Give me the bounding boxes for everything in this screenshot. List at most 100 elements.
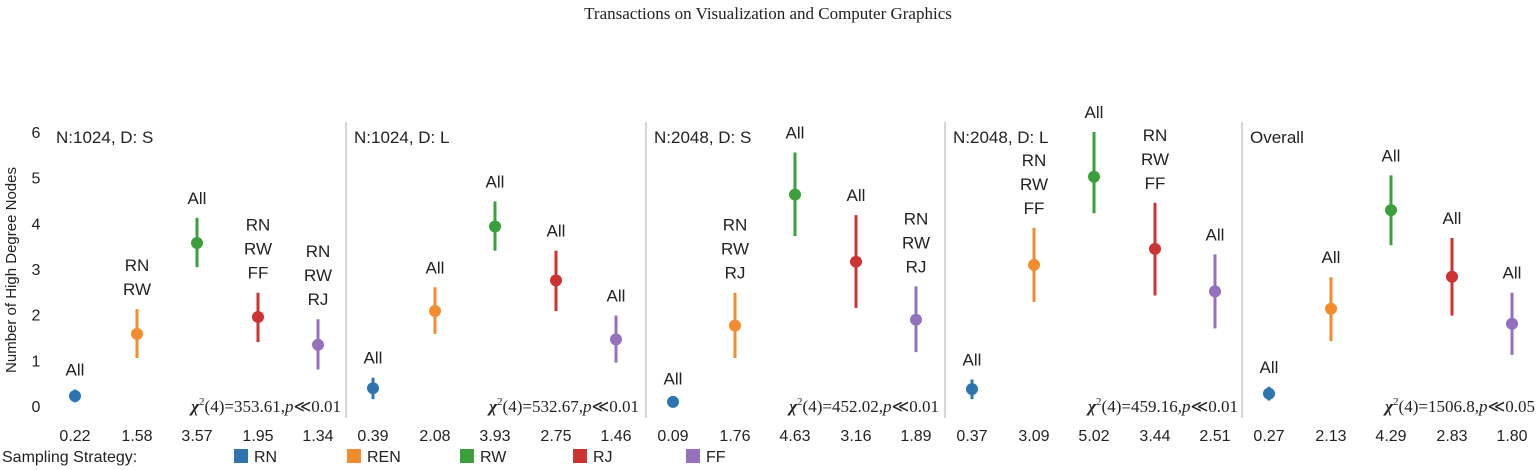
sig-annotation: All [664, 370, 683, 389]
sig-annotation: All [1206, 225, 1225, 244]
y-tick-label: 3 [32, 262, 41, 279]
sig-annotation: All [188, 189, 207, 208]
legend-label: RN [254, 449, 277, 466]
y-axis-title: Number of High Degree Nodes [3, 167, 20, 373]
sig-annotation: All [547, 222, 566, 241]
legend-swatch-rj [573, 449, 587, 463]
mean-point-rj [550, 274, 562, 287]
y-tick-label: 6 [32, 125, 41, 142]
sig-annotation: RW [123, 280, 151, 299]
x-value-label: 2.51 [1199, 428, 1230, 445]
sig-annotation: RW [304, 266, 332, 285]
legend-swatch-rn [234, 449, 248, 463]
panel-stat: χ2(4)=452.02,p≪0.01 [787, 396, 939, 416]
sig-annotation: FF [1145, 174, 1166, 193]
mean-point-ren [729, 319, 741, 332]
sig-annotation: All [1085, 103, 1104, 122]
y-tick-label: 1 [32, 353, 41, 370]
sig-annotation: RJ [308, 290, 329, 309]
mean-point-ff [910, 313, 922, 326]
x-value-label: 1.80 [1496, 428, 1527, 445]
x-value-label: 0.27 [1253, 428, 1284, 445]
legend-title: Sampling Strategy: [2, 449, 137, 466]
x-value-label: 0.09 [657, 428, 688, 445]
x-value-label: 0.39 [357, 428, 388, 445]
x-value-label: 3.57 [181, 428, 212, 445]
mean-point-ff [610, 333, 622, 346]
sig-annotation: All [1322, 248, 1341, 267]
panel-title: N:2048, D: S [654, 128, 751, 147]
sig-annotation: RW [902, 233, 930, 252]
panel-stat: χ2(4)=459.16,p≪0.01 [1086, 396, 1238, 416]
sig-annotation: RN [904, 209, 929, 228]
sig-annotation: All [1503, 264, 1522, 283]
sig-annotation: All [1382, 146, 1401, 165]
mean-point-rw [489, 220, 501, 233]
mean-point-rn [367, 382, 379, 395]
x-value-label: 3.16 [840, 428, 871, 445]
mean-point-rn [966, 383, 978, 396]
x-value-label: 3.44 [1139, 428, 1170, 445]
sig-annotation: All [1260, 358, 1279, 377]
sig-annotation: RN [306, 242, 331, 261]
sig-annotation: All [607, 287, 626, 306]
sig-annotation: All [786, 124, 805, 143]
sig-annotation: RN [125, 256, 150, 275]
legend-label: FF [706, 449, 726, 466]
legend-swatch-rw [460, 449, 474, 463]
sig-annotation: RJ [906, 257, 927, 276]
mean-point-rn [667, 395, 679, 408]
x-value-label: 1.58 [121, 428, 152, 445]
mean-point-rj [1149, 242, 1161, 255]
panel-stat: χ2(4)=353.61,p≪0.01 [189, 396, 341, 416]
mean-point-rw [1385, 204, 1397, 217]
x-value-label: 0.37 [956, 428, 987, 445]
sig-annotation: RW [1020, 175, 1048, 194]
sig-annotation: All [963, 351, 982, 370]
sig-annotation: RW [244, 240, 272, 259]
mean-point-rw [1088, 170, 1100, 183]
panel-stat: χ2(4)=532.67,p≪0.01 [487, 396, 639, 416]
panel-title: N:2048, D: L [953, 128, 1048, 147]
sig-annotation: All [364, 349, 383, 368]
sig-annotation: RN [723, 216, 748, 235]
x-value-label: 1.95 [242, 428, 273, 445]
mean-point-ren [429, 305, 441, 318]
sig-annotation: FF [248, 264, 269, 283]
panel-title: Overall [1250, 128, 1304, 147]
mean-point-ff [1209, 285, 1221, 298]
sig-annotation: All [66, 361, 85, 380]
x-value-label: 1.34 [302, 428, 333, 445]
sig-annotation: RW [721, 240, 749, 259]
x-value-label: 2.75 [540, 428, 571, 445]
panel-title: N:1024, D: S [56, 128, 153, 147]
sig-annotation: RW [1141, 150, 1169, 169]
mean-point-ren [1028, 258, 1040, 271]
panel-title: N:1024, D: L [354, 128, 449, 147]
mean-point-rj [850, 255, 862, 268]
mean-point-rn [1263, 387, 1275, 400]
sig-annotation: All [426, 258, 445, 277]
y-tick-label: 4 [32, 216, 41, 233]
x-value-label: 3.09 [1018, 428, 1049, 445]
legend-label: REN [367, 449, 401, 466]
sig-annotation: RN [1022, 151, 1047, 170]
mean-point-ren [131, 327, 143, 340]
sig-annotation: RJ [725, 264, 746, 283]
sig-annotation: RN [1143, 126, 1168, 145]
x-value-label: 4.63 [779, 428, 810, 445]
sig-annotation: All [1443, 209, 1462, 228]
y-tick-label: 2 [32, 308, 41, 325]
x-value-label: 1.89 [900, 428, 931, 445]
x-value-label: 2.08 [419, 428, 450, 445]
y-tick-label: 0 [32, 399, 41, 416]
legend-swatch-ff [686, 449, 700, 463]
mean-point-ff [1506, 317, 1518, 330]
x-value-label: 0.22 [59, 428, 90, 445]
legend-label: RJ [593, 449, 613, 466]
sig-annotation: RN [246, 216, 271, 235]
x-value-label: 5.02 [1078, 428, 1109, 445]
x-value-label: 2.83 [1436, 428, 1467, 445]
panel-stat: χ2(4)=1506.8,p≪0.05 [1383, 396, 1535, 416]
